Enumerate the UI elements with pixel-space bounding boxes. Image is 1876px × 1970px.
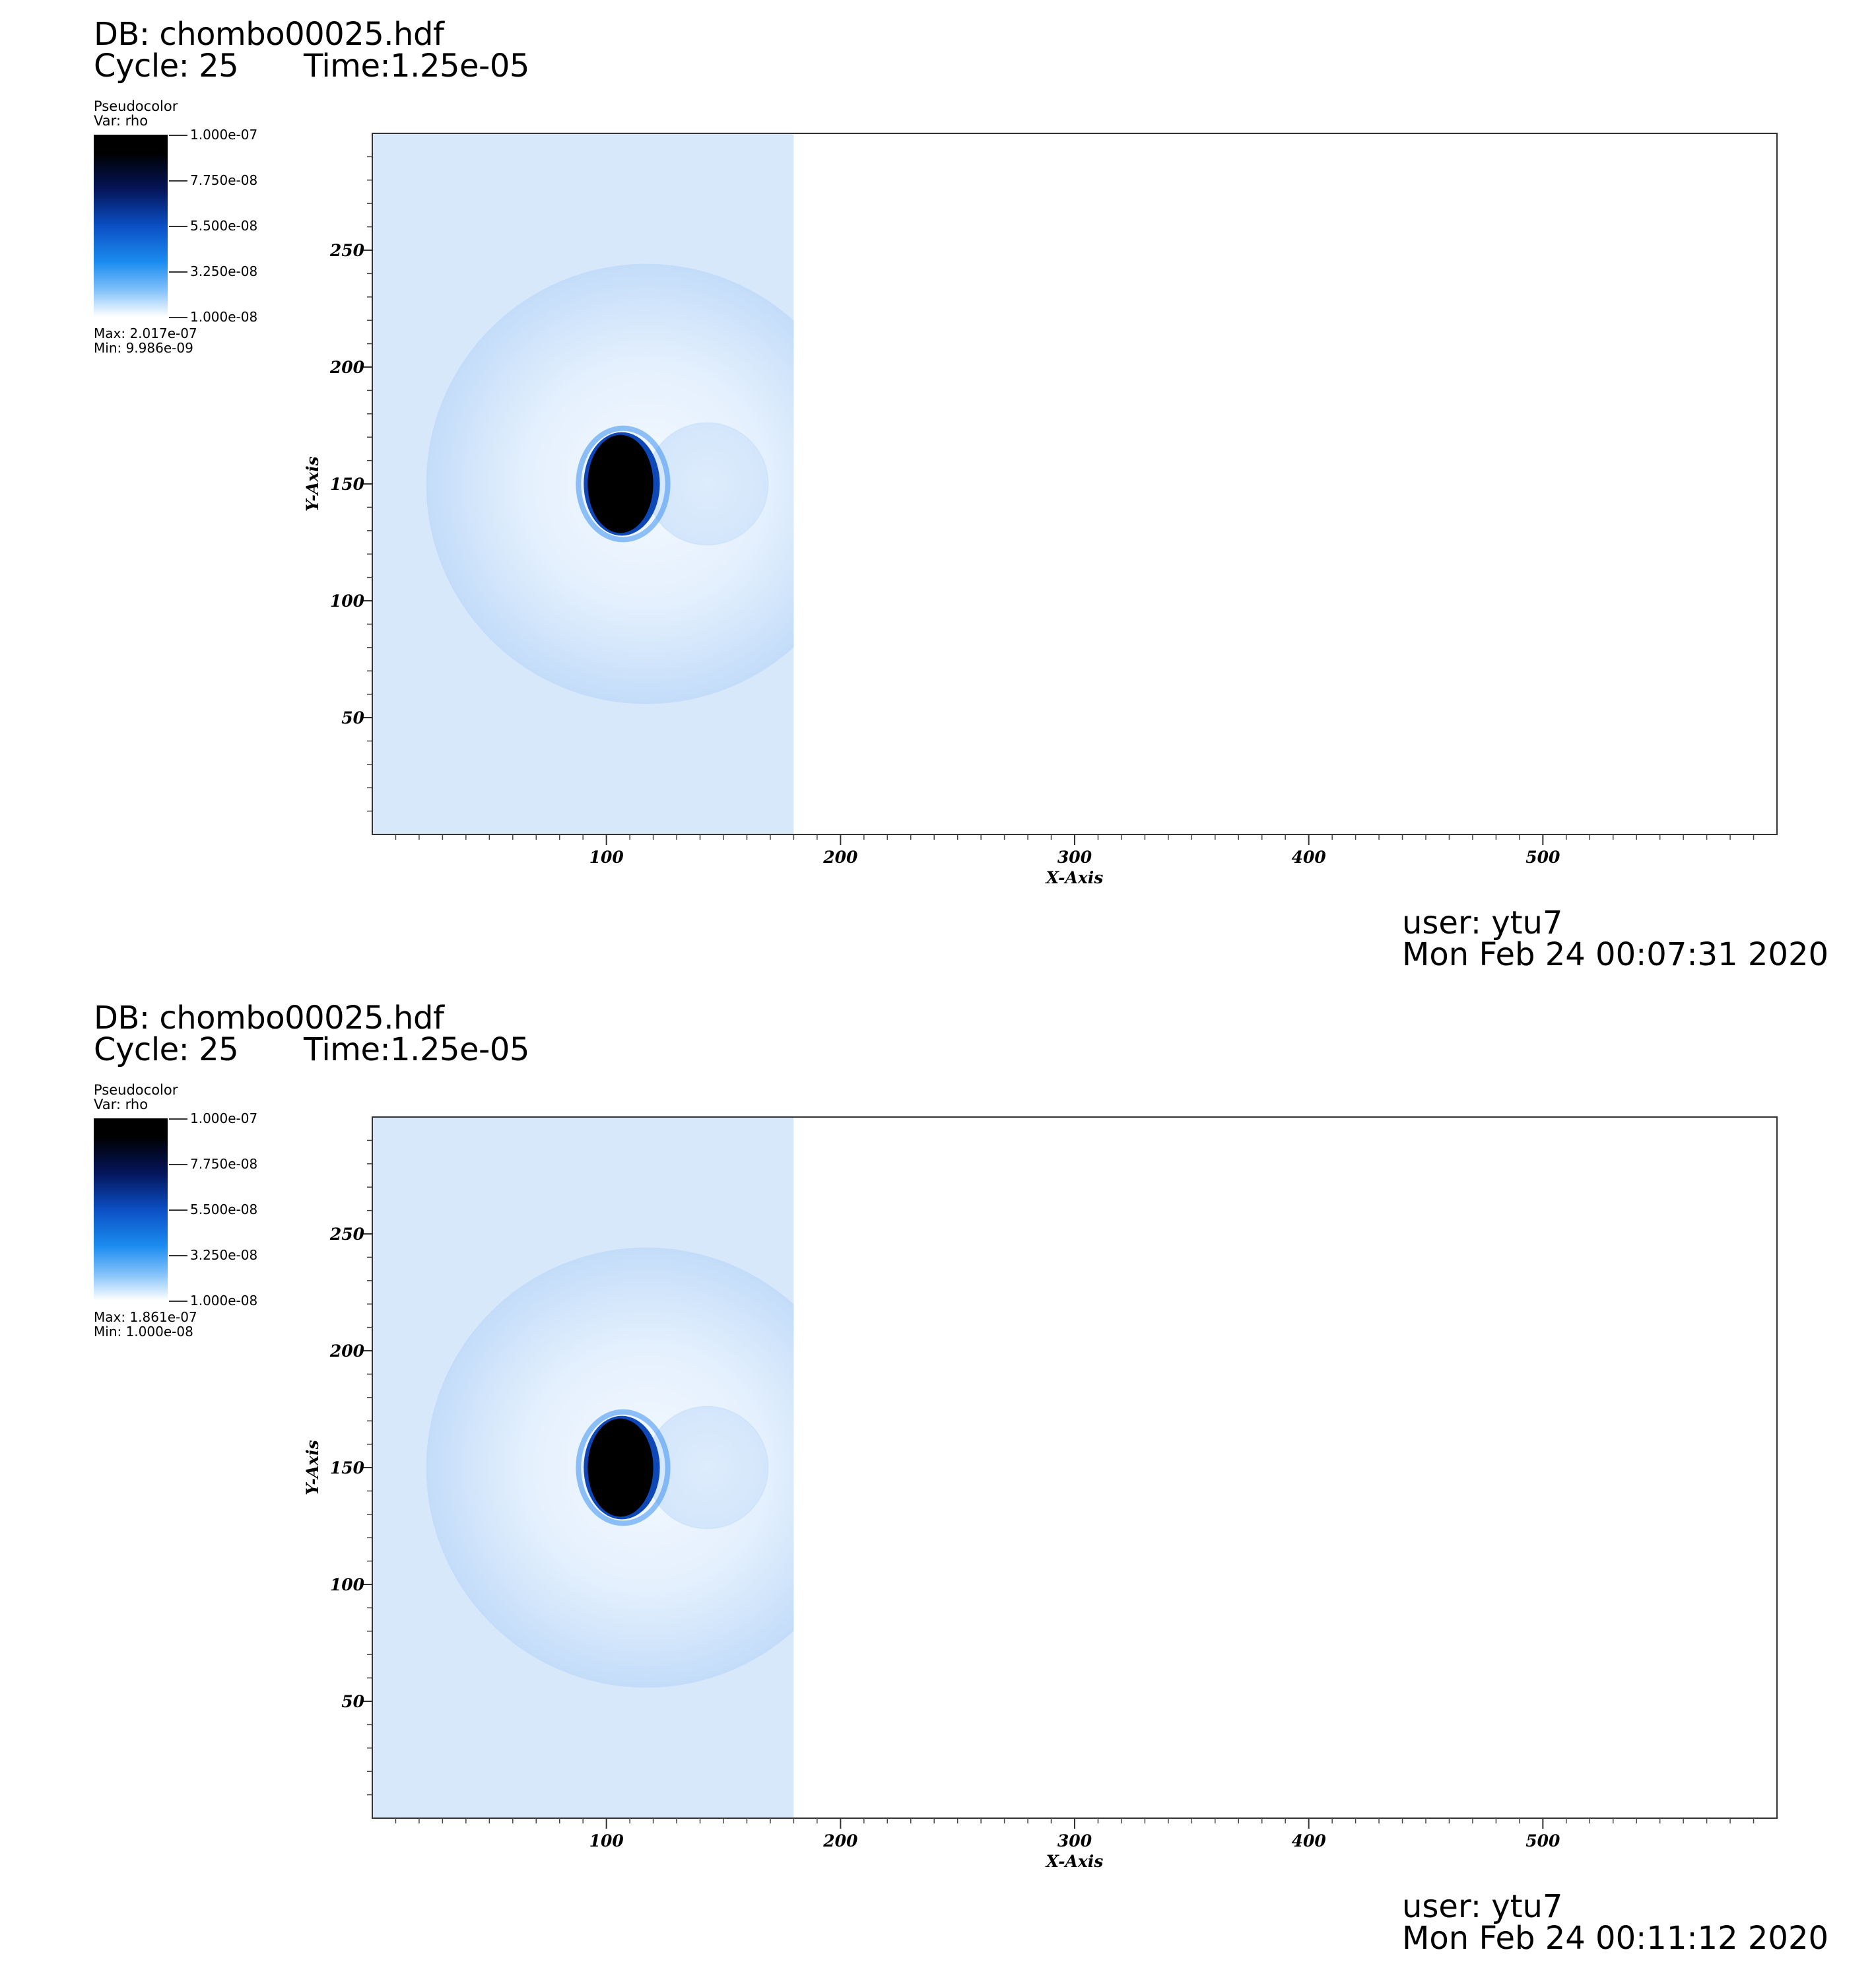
- colorbar-tick-label: 1.000e-07: [168, 127, 258, 143]
- y-tick-label: 100: [330, 1575, 365, 1594]
- dense-core: [587, 1418, 653, 1517]
- time-label: Time:1.25e-05: [304, 48, 529, 85]
- legend-variable: Var: rho: [94, 113, 149, 129]
- pseudocolor-plot: 100 200 300 400 500 50 100 150 200 250 X-Axis Y-Axi…: [303, 1116, 1778, 1871]
- colorbar: [94, 135, 168, 317]
- database-title: DB: chombo00025.hdf: [94, 1000, 444, 1036]
- dense-core: [587, 434, 653, 533]
- date-label: Mon Feb 24 00:11:12 2020: [1402, 1920, 1829, 1957]
- x-tick-label: 100: [589, 848, 624, 867]
- colorbar-tick-label: 1.000e-07: [168, 1110, 258, 1126]
- y-axis-label: Y-Axis: [303, 456, 322, 512]
- cycle-label: Cycle: 25: [94, 48, 239, 85]
- colorbar-tick-label: 5.500e-08: [168, 1202, 258, 1217]
- y-tick-label: 150: [330, 1458, 365, 1478]
- x-tick-label: 400: [1292, 848, 1327, 867]
- user-label: user: ytu7: [1402, 1888, 1563, 1925]
- inner-bubble: [645, 422, 769, 546]
- x-tick-label: 300: [1057, 1831, 1092, 1851]
- y-tick-label: 250: [329, 241, 365, 260]
- minor-ticks: [367, 1139, 1755, 1823]
- visit-plot-panel: DB: chombo00025.hdf Cycle: 25 Time:1.25e…: [0, 0, 1876, 984]
- colorbar-tick-label: 3.250e-08: [168, 263, 258, 279]
- density-field: [372, 1117, 794, 1818]
- cycle-label: Cycle: 25: [94, 1031, 239, 1068]
- visit-plot-panel: DB: chombo00025.hdf Cycle: 25 Time:1.25e…: [0, 984, 1876, 1967]
- pseudocolor-plot: 100 200 300 400 500 50 100 150 200 250 X-Axis Y-Axi…: [303, 133, 1778, 887]
- y-tick-label: 50: [341, 708, 364, 728]
- colorbar-tick-label: 1.000e-08: [168, 1293, 258, 1308]
- x-tick-label: 100: [589, 1831, 624, 1851]
- colorbar-tick-label: 3.250e-08: [168, 1247, 258, 1263]
- inner-bubble: [645, 1406, 769, 1530]
- legend-min: Min: 1.000e-08: [94, 1324, 193, 1340]
- core-halo: [576, 1409, 671, 1526]
- legend-max: Max: 2.017e-07: [94, 325, 197, 341]
- x-axis-label: X-Axis: [1045, 868, 1104, 887]
- y-tick-label: 200: [329, 358, 365, 377]
- x-tick-label: 400: [1292, 1831, 1327, 1851]
- y-tick-label: 50: [341, 1692, 364, 1711]
- user-label: user: ytu7: [1402, 904, 1563, 941]
- y-tick-label: 200: [329, 1342, 365, 1361]
- legend-min: Min: 9.986e-09: [94, 340, 193, 356]
- colorbar-tick-label: 1.000e-08: [168, 309, 258, 325]
- minor-ticks: [367, 156, 1755, 840]
- legend-variable: Var: rho: [94, 1097, 149, 1112]
- colorbar-tick-label: 7.750e-08: [168, 172, 258, 188]
- time-label: Time:1.25e-05: [304, 1031, 529, 1068]
- x-tick-label: 500: [1525, 1831, 1560, 1851]
- colorbar: [94, 1118, 168, 1301]
- y-tick-label: 100: [330, 592, 365, 611]
- x-tick-label: 300: [1057, 848, 1092, 867]
- x-tick-label: 500: [1525, 848, 1560, 867]
- legend-max: Max: 1.861e-07: [94, 1309, 197, 1325]
- legend-plot-type: Pseudocolor: [94, 98, 178, 114]
- colorbar-tick-label: 5.500e-08: [168, 218, 258, 234]
- x-tick-label: 200: [822, 848, 858, 867]
- legend-plot-type: Pseudocolor: [94, 1082, 178, 1098]
- core-halo: [576, 425, 671, 543]
- y-tick-label: 250: [329, 1225, 365, 1244]
- density-field: [372, 133, 794, 834]
- x-axis-label: X-Axis: [1045, 1852, 1104, 1871]
- date-label: Mon Feb 24 00:07:31 2020: [1402, 936, 1829, 973]
- y-tick-label: 150: [330, 475, 365, 494]
- colorbar-tick-label: 7.750e-08: [168, 1156, 258, 1172]
- database-title: DB: chombo00025.hdf: [94, 16, 444, 53]
- x-tick-label: 200: [822, 1831, 858, 1851]
- y-axis-label: Y-Axis: [303, 1440, 322, 1495]
